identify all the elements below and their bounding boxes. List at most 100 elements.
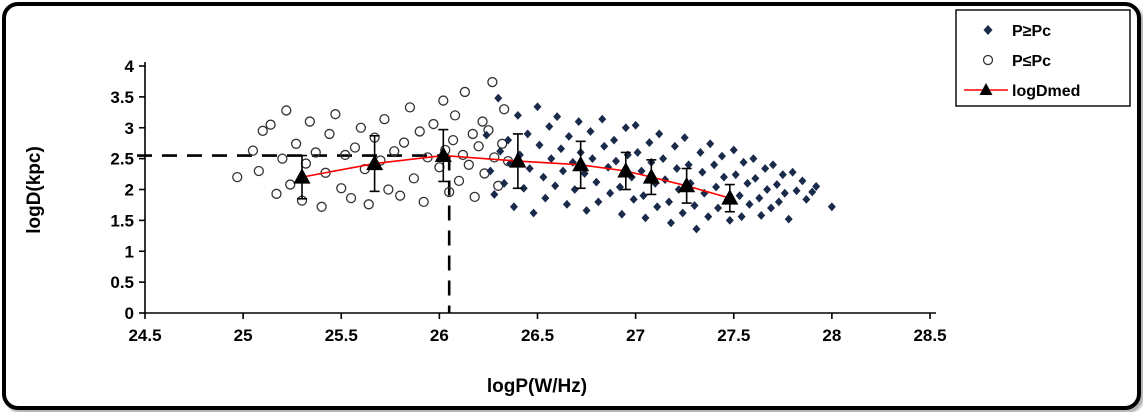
legend: P≥Pc P≤Pc logDmed <box>955 9 1131 107</box>
diamond-point <box>562 199 571 209</box>
circle-point <box>498 104 510 115</box>
y-tick-label: 0 <box>125 304 134 323</box>
diamond-point <box>637 166 646 176</box>
x-tick-label: 26.5 <box>521 326 554 345</box>
diamond-point <box>645 138 654 147</box>
y-tick-label: 1.5 <box>110 211 134 230</box>
diamond-point <box>553 112 562 122</box>
circle-point <box>477 116 488 127</box>
circle-point <box>345 192 357 204</box>
diamond-point <box>714 203 723 213</box>
diamond-point <box>588 154 597 164</box>
circle-point <box>330 109 341 120</box>
circle-point <box>349 142 361 153</box>
diamond-point <box>621 123 630 133</box>
circle-point <box>285 179 296 190</box>
diamond-point <box>594 197 603 207</box>
diamond-point <box>719 172 728 182</box>
diamond-point <box>792 186 801 196</box>
x-tick-label: 24.5 <box>128 326 161 345</box>
circle-point <box>281 105 292 116</box>
median-triangle <box>642 168 660 184</box>
median-triangle <box>434 146 452 163</box>
circle-point <box>428 118 439 130</box>
circle-point <box>257 125 268 136</box>
diamond-point <box>559 166 568 176</box>
diamond-point <box>780 188 789 198</box>
diamond-point <box>827 202 836 212</box>
diamond-point <box>506 159 515 168</box>
legend-circle-icon <box>982 54 994 66</box>
diamond-point <box>529 208 538 218</box>
diamond-point <box>641 213 650 223</box>
x-tick-label: 28 <box>822 326 841 345</box>
legend-item-label: P≥Pc <box>1012 23 1051 40</box>
diamond-point <box>617 209 626 219</box>
circle-point <box>253 165 264 177</box>
circle-point <box>340 149 351 161</box>
diamond-point <box>633 148 642 157</box>
y-tick-label: 4 <box>125 57 135 76</box>
diamond-point <box>612 156 620 166</box>
median-triangle <box>617 161 635 178</box>
diamond-point <box>706 139 715 149</box>
diamond-point <box>743 178 752 188</box>
circle-point <box>467 128 478 140</box>
diamond-point <box>670 141 679 151</box>
diamond-point <box>535 140 544 150</box>
diamond-point <box>598 114 607 124</box>
diamond-point <box>704 212 713 222</box>
circle-point <box>489 152 500 163</box>
circle-point <box>336 183 347 194</box>
y-tick-label: 2.5 <box>110 150 134 169</box>
diamond-point <box>586 127 595 136</box>
circle-point <box>247 145 259 156</box>
y-tick-label: 3 <box>125 119 134 138</box>
plot-area: 24.5 25 25.5 26 26.5 27 27.5 28 28.5 0 0.5 1 1.5 2 2.5… <box>110 57 946 345</box>
diamond-point <box>757 211 766 220</box>
diamond-point <box>606 188 615 198</box>
diamond-point <box>545 122 554 131</box>
diamond-point <box>541 193 550 203</box>
circle-point <box>363 199 374 210</box>
diamond-point <box>519 183 528 193</box>
diamond-point <box>496 146 505 156</box>
diamond-point <box>486 166 495 176</box>
diamond-point <box>710 160 719 170</box>
diamond-point <box>712 182 721 192</box>
circle-point <box>394 190 406 201</box>
diamond-point <box>580 169 589 178</box>
y-tick-label: 0.5 <box>110 273 134 292</box>
diamond-point <box>610 135 619 145</box>
diamond-point <box>696 148 705 157</box>
diamond-point <box>798 176 807 186</box>
diamond-point <box>513 111 522 120</box>
circle-point <box>316 201 327 212</box>
circle-point <box>383 184 394 195</box>
circle-point <box>457 149 469 161</box>
diamond-point <box>659 154 668 164</box>
diamond-point <box>592 177 601 187</box>
diamond-point <box>802 194 811 204</box>
diamond-point <box>600 141 609 151</box>
diamond-point <box>808 187 817 197</box>
diamond-point <box>763 185 772 194</box>
diamond-point <box>604 162 613 172</box>
circle-point <box>449 110 461 121</box>
diamond-point <box>655 129 664 139</box>
diamond-point <box>672 164 681 173</box>
diamond-point <box>582 206 591 215</box>
diamond-point <box>731 170 740 180</box>
diamond-point <box>525 164 534 173</box>
diamond-point <box>745 199 754 209</box>
diamond-point <box>698 167 707 177</box>
x-tick-label: 28.5 <box>913 326 946 345</box>
legend-diamond-icon <box>983 25 993 35</box>
x-tick-label: 26 <box>430 326 449 345</box>
circle-point <box>304 116 316 127</box>
diamond-point <box>751 173 760 183</box>
diamond-point <box>629 194 638 204</box>
